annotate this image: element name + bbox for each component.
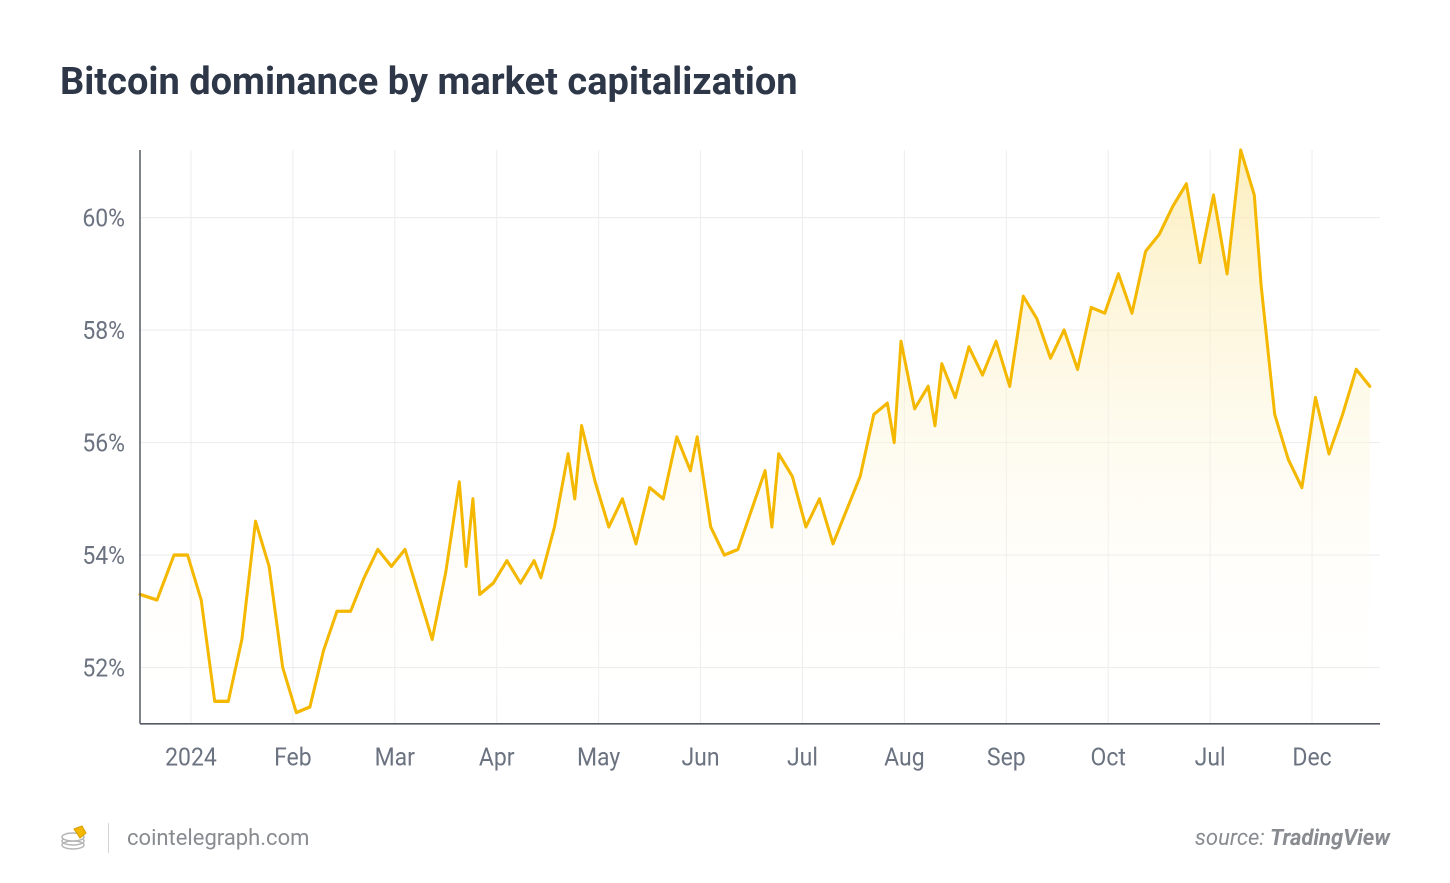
source-attribution: source: TradingView [1195,826,1390,851]
x-tick-label: Sep [987,743,1026,772]
y-tick-label: 56% [82,428,125,457]
y-tick-label: 54% [82,541,125,570]
x-tick-label: Jun [682,743,720,772]
y-tick-label: 58% [82,316,125,345]
x-tick-label: Oct [1091,743,1126,772]
x-tick-label: Feb [274,743,312,772]
y-tick-label: 52% [82,653,125,682]
x-tick-label: May [577,743,621,772]
source-name: TradingView [1270,826,1390,851]
x-tick-label: Dec [1292,743,1331,772]
site-label: cointelegraph.com [127,826,309,851]
x-tick-label: Jul [1195,743,1226,772]
chart-area: 52% 54% 56% 58% 60% 2024 Feb Mar Apr May Jun Jul Aug… [60,139,1390,790]
footer: cointelegraph.com source: TradingView [60,820,1390,853]
x-tick-label: Jul [787,743,818,772]
x-tick-label: Aug [884,743,924,772]
x-tick-label: 2024 [165,743,217,772]
x-tick-label: Apr [479,743,515,772]
chart-title: Bitcoin dominance by market capitalizati… [60,60,1390,104]
divider [108,823,109,853]
x-tick-label: Mar [375,743,415,772]
source-label: source: [1195,826,1270,851]
area-fill [140,150,1370,724]
y-tick-label: 60% [82,203,125,232]
cointelegraph-logo-icon [60,823,90,853]
